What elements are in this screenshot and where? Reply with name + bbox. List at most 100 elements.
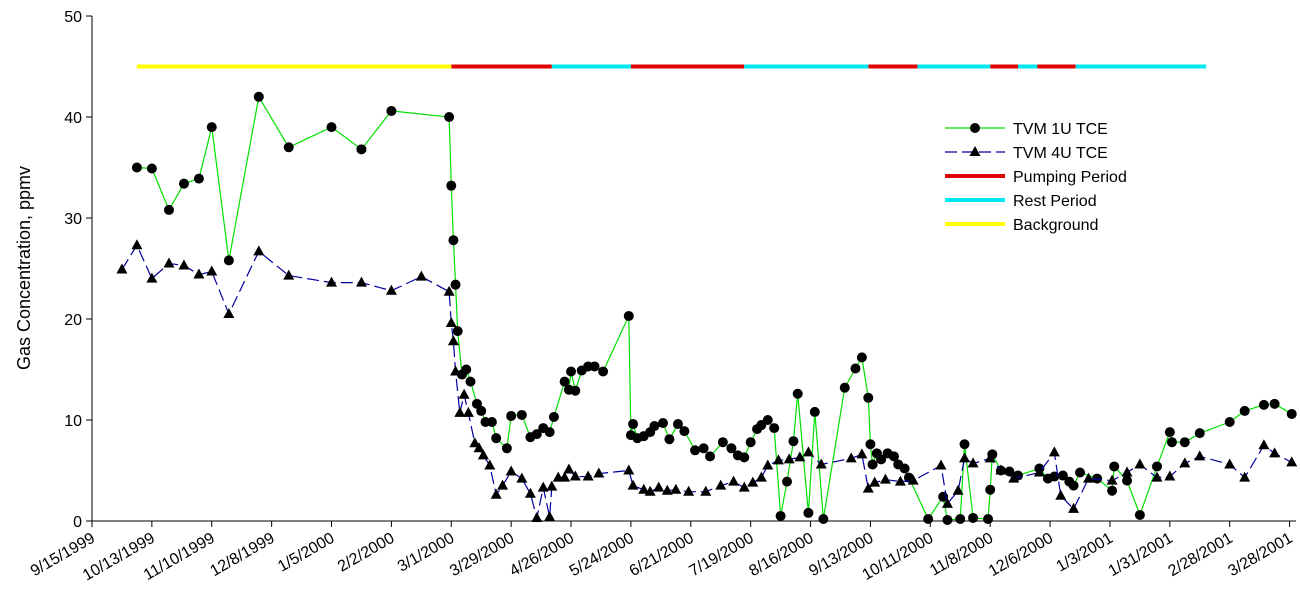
data-point (1068, 480, 1079, 491)
data-point (1286, 408, 1297, 419)
data-point (803, 507, 814, 518)
x-tick-label: 12/6/2000 (986, 530, 1056, 580)
data-point (1224, 417, 1235, 428)
data-point (444, 112, 455, 122)
data-point (1194, 450, 1206, 461)
data-point (942, 514, 953, 525)
data-point (1258, 439, 1270, 450)
data-point (1258, 399, 1269, 410)
data-point (762, 459, 774, 470)
data-point (598, 366, 609, 377)
legend-label: Pumping Period (1013, 169, 1127, 186)
data-point (657, 418, 668, 429)
data-point (623, 464, 635, 475)
data-point (653, 481, 665, 492)
data-point (679, 426, 690, 437)
data-point (563, 463, 575, 474)
data-point (454, 406, 466, 417)
data-point (670, 483, 682, 494)
data-point (548, 411, 559, 422)
data-point (856, 448, 868, 459)
data-point (923, 513, 934, 524)
x-tick-label: 1/31/2001 (1106, 530, 1176, 580)
data-point (385, 284, 397, 295)
data-point (1068, 502, 1080, 513)
y-tick-label: 30 (64, 211, 82, 228)
data-point (465, 376, 476, 387)
data-point (775, 510, 786, 521)
data-point (206, 122, 217, 133)
series-line (121, 243, 1293, 519)
data-point (593, 467, 605, 478)
data-point (865, 439, 876, 450)
legend-marker (969, 146, 981, 156)
data-point (450, 365, 462, 376)
data-point (809, 406, 820, 417)
data-point (959, 439, 970, 450)
data-point (649, 421, 660, 432)
data-point (505, 465, 517, 476)
data-point (672, 419, 683, 430)
data-point (1269, 447, 1281, 458)
data-point (1269, 398, 1280, 409)
data-point (355, 276, 367, 287)
data-point (941, 497, 953, 508)
data-point (728, 475, 740, 486)
x-tick-label: 12/8/1999 (207, 530, 277, 580)
data-point (452, 326, 463, 337)
data-point (501, 443, 512, 454)
data-point (131, 162, 142, 173)
data-point (1194, 428, 1205, 439)
legend-label: Rest Period (1013, 193, 1097, 210)
data-point (566, 366, 577, 377)
data-point (445, 317, 457, 328)
data-point (907, 474, 919, 485)
data-point (815, 458, 827, 469)
data-point (1004, 466, 1015, 477)
data-point (516, 409, 527, 420)
data-point (1109, 461, 1120, 472)
data-point (715, 479, 727, 490)
data-point (1055, 489, 1067, 500)
x-tick-label: 7/19/2000 (687, 530, 757, 580)
data-point (1083, 472, 1095, 483)
data-point (644, 485, 656, 496)
data-point (1134, 458, 1146, 469)
data-point (888, 451, 899, 462)
data-point (995, 464, 1007, 475)
data-point (223, 307, 235, 318)
data-point (700, 485, 712, 496)
data-point (163, 204, 174, 215)
data-point (458, 388, 470, 399)
data-point (1033, 466, 1045, 477)
data-point (476, 405, 487, 416)
data-point (448, 235, 459, 246)
data-point (739, 452, 750, 463)
data-point (894, 475, 906, 486)
x-tick-label: 8/16/2000 (746, 530, 816, 580)
data-point (544, 510, 556, 521)
data-point (1164, 470, 1176, 481)
data-point (131, 239, 143, 250)
data-point (839, 382, 850, 393)
data-point (984, 452, 996, 463)
data-point (792, 388, 803, 399)
data-point (690, 445, 701, 456)
data-point (469, 437, 481, 448)
data-point (802, 446, 814, 457)
x-tick-label: 6/21/2000 (627, 530, 697, 580)
data-point (326, 122, 337, 133)
data-point (1224, 458, 1236, 469)
data-point (446, 180, 457, 191)
data-point (253, 91, 264, 102)
data-point (1164, 427, 1175, 438)
data-point (1122, 475, 1133, 486)
data-point (782, 476, 793, 487)
data-point (1092, 473, 1103, 484)
data-point (1049, 471, 1060, 482)
data-point (769, 423, 780, 434)
data-point (223, 255, 234, 266)
data-point (506, 410, 517, 421)
data-point (1179, 437, 1190, 448)
